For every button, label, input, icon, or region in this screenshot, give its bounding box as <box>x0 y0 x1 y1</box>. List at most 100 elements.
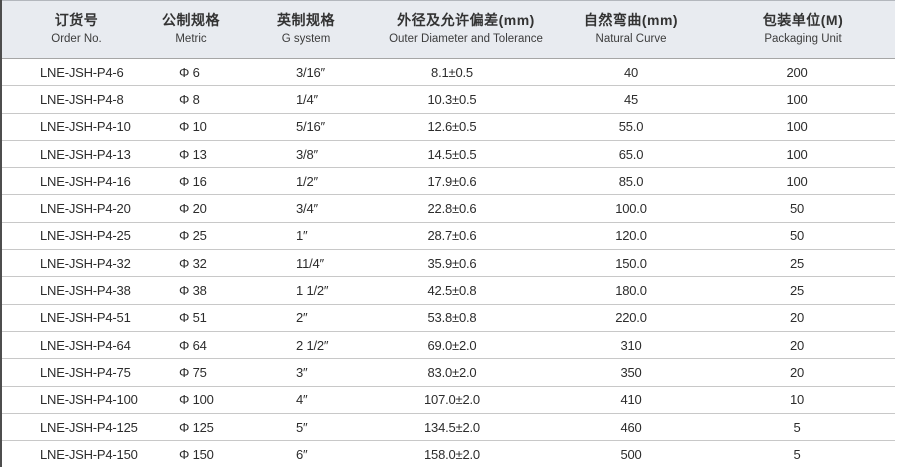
col-header-outer-diameter-en: Outer Diameter and Tolerance <box>389 33 543 45</box>
cell-g-system: 5″ <box>231 413 381 442</box>
cell-packaging-unit: 100 <box>711 140 895 169</box>
table-body: LNE-JSH-P4-6 Φ 6 3/16″ 8.1±0.5 40 200 LNE-JSH-… <box>1 58 895 467</box>
cell-natural-curve: 45 <box>551 85 711 114</box>
cell-outer-diameter: 35.9±0.6 <box>381 249 551 278</box>
cell-natural-curve: 85.0 <box>551 167 711 196</box>
table-row: LNE-JSH-P4-25 Φ 25 1″ 28.7±0.6 120.0 50 <box>1 222 895 251</box>
cell-outer-diameter: 8.1±0.5 <box>381 58 551 87</box>
cell-metric: Φ 100 <box>151 386 231 414</box>
cell-outer-diameter: 158.0±2.0 <box>381 440 551 467</box>
cell-outer-diameter: 42.5±0.8 <box>381 276 551 305</box>
cell-metric: Φ 6 <box>151 58 231 87</box>
cell-outer-diameter: 69.0±2.0 <box>381 331 551 360</box>
cell-metric: Φ 150 <box>151 440 231 467</box>
col-header-g-system-en: G system <box>281 33 331 45</box>
cell-packaging-unit: 100 <box>711 113 895 141</box>
cell-order-no: LNE-JSH-P4-100 <box>1 386 151 414</box>
table-row: LNE-JSH-P4-10 Φ 10 5/16″ 12.6±0.5 55.0 100 <box>1 113 895 141</box>
cell-order-no: LNE-JSH-P4-25 <box>1 222 151 251</box>
cell-natural-curve: 310 <box>551 331 711 360</box>
cell-g-system: 1/4″ <box>231 85 381 114</box>
cell-order-no: LNE-JSH-P4-32 <box>1 249 151 278</box>
table-row: LNE-JSH-P4-32 Φ 32 11/4″ 35.9±0.6 150.0 25 <box>1 249 895 278</box>
cell-metric: Φ 25 <box>151 222 231 251</box>
table-row: LNE-JSH-P4-75 Φ 75 3″ 83.0±2.0 350 20 <box>1 358 895 387</box>
cell-order-no: LNE-JSH-P4-38 <box>1 276 151 305</box>
col-header-natural-curve: 自然弯曲(mm) Natural Curve <box>551 0 711 59</box>
cell-order-no: LNE-JSH-P4-20 <box>1 194 151 223</box>
cell-natural-curve: 55.0 <box>551 113 711 141</box>
col-header-metric: 公制规格 Metric <box>151 0 231 59</box>
cell-packaging-unit: 20 <box>711 304 895 332</box>
cell-g-system: 1″ <box>231 222 381 251</box>
header-row: 订货号 Order No. 公制规格 Metric 英制规格 G system … <box>1 0 895 59</box>
col-header-natural-curve-en: Natural Curve <box>595 33 667 45</box>
cell-outer-diameter: 12.6±0.5 <box>381 113 551 141</box>
cell-outer-diameter: 83.0±2.0 <box>381 358 551 387</box>
cell-outer-diameter: 53.8±0.8 <box>381 304 551 332</box>
cell-natural-curve: 150.0 <box>551 249 711 278</box>
cell-g-system: 11/4″ <box>231 249 381 278</box>
table-row: LNE-JSH-P4-13 Φ 13 3/8″ 14.5±0.5 65.0 100 <box>1 140 895 169</box>
cell-order-no: LNE-JSH-P4-6 <box>1 58 151 87</box>
col-header-g-system: 英制规格 G system <box>231 0 381 59</box>
cell-outer-diameter: 134.5±2.0 <box>381 413 551 442</box>
cell-natural-curve: 460 <box>551 413 711 442</box>
cell-g-system: 5/16″ <box>231 113 381 141</box>
cell-order-no: LNE-JSH-P4-125 <box>1 413 151 442</box>
col-header-order-no-en: Order No. <box>51 33 102 45</box>
cell-packaging-unit: 5 <box>711 413 895 442</box>
cell-metric: Φ 75 <box>151 358 231 387</box>
cell-metric: Φ 13 <box>151 140 231 169</box>
cell-packaging-unit: 25 <box>711 276 895 305</box>
cell-g-system: 3/16″ <box>231 58 381 87</box>
cell-metric: Φ 10 <box>151 113 231 141</box>
table-row: LNE-JSH-P4-6 Φ 6 3/16″ 8.1±0.5 40 200 <box>1 58 895 87</box>
cell-natural-curve: 40 <box>551 58 711 87</box>
cell-order-no: LNE-JSH-P4-16 <box>1 167 151 196</box>
col-header-packaging-unit-zh: 包装单位(M) <box>762 12 844 28</box>
col-header-order-no: 订货号 Order No. <box>1 0 151 59</box>
cell-natural-curve: 180.0 <box>551 276 711 305</box>
table-row: LNE-JSH-P4-8 Φ 8 1/4″ 10.3±0.5 45 100 <box>1 85 895 114</box>
col-header-packaging-unit-en: Packaging Unit <box>764 33 842 45</box>
cell-g-system: 3/4″ <box>231 194 381 223</box>
cell-natural-curve: 65.0 <box>551 140 711 169</box>
cell-packaging-unit: 50 <box>711 194 895 223</box>
table-row: LNE-JSH-P4-64 Φ 64 2 1/2″ 69.0±2.0 310 20 <box>1 331 895 360</box>
cell-outer-diameter: 10.3±0.5 <box>381 85 551 114</box>
col-header-outer-diameter: 外径及允许偏差(mm) Outer Diameter and Tolerance <box>381 0 551 59</box>
table-row: LNE-JSH-P4-125 Φ 125 5″ 134.5±2.0 460 5 <box>1 413 895 442</box>
table-row: LNE-JSH-P4-20 Φ 20 3/4″ 22.8±0.6 100.0 50 <box>1 194 895 223</box>
cell-g-system: 2 1/2″ <box>231 331 381 360</box>
cell-outer-diameter: 22.8±0.6 <box>381 194 551 223</box>
cell-packaging-unit: 20 <box>711 331 895 360</box>
table-header: 订货号 Order No. 公制规格 Metric 英制规格 G system … <box>1 0 895 59</box>
table-row: LNE-JSH-P4-150 Φ 150 6″ 158.0±2.0 500 5 <box>1 440 895 467</box>
cell-order-no: LNE-JSH-P4-150 <box>1 440 151 467</box>
cell-g-system: 2″ <box>231 304 381 332</box>
cell-order-no: LNE-JSH-P4-75 <box>1 358 151 387</box>
cell-metric: Φ 125 <box>151 413 231 442</box>
cell-packaging-unit: 200 <box>711 58 895 87</box>
cell-order-no: LNE-JSH-P4-64 <box>1 331 151 360</box>
cell-natural-curve: 100.0 <box>551 194 711 223</box>
table-row: LNE-JSH-P4-100 Φ 100 4″ 107.0±2.0 410 10 <box>1 386 895 414</box>
cell-metric: Φ 32 <box>151 249 231 278</box>
col-header-g-system-zh: 英制规格 <box>277 12 335 28</box>
cell-packaging-unit: 50 <box>711 222 895 251</box>
cell-natural-curve: 350 <box>551 358 711 387</box>
cell-metric: Φ 38 <box>151 276 231 305</box>
cell-metric: Φ 64 <box>151 331 231 360</box>
cell-order-no: LNE-JSH-P4-8 <box>1 85 151 114</box>
table-row: LNE-JSH-P4-38 Φ 38 1 1/2″ 42.5±0.8 180.0 25 <box>1 276 895 305</box>
cell-outer-diameter: 107.0±2.0 <box>381 386 551 414</box>
cell-g-system: 4″ <box>231 386 381 414</box>
col-header-metric-zh: 公制规格 <box>162 12 220 28</box>
cell-g-system: 6″ <box>231 440 381 467</box>
table-row: LNE-JSH-P4-16 Φ 16 1/2″ 17.9±0.6 85.0 100 <box>1 167 895 196</box>
cell-outer-diameter: 14.5±0.5 <box>381 140 551 169</box>
cell-packaging-unit: 100 <box>711 85 895 114</box>
